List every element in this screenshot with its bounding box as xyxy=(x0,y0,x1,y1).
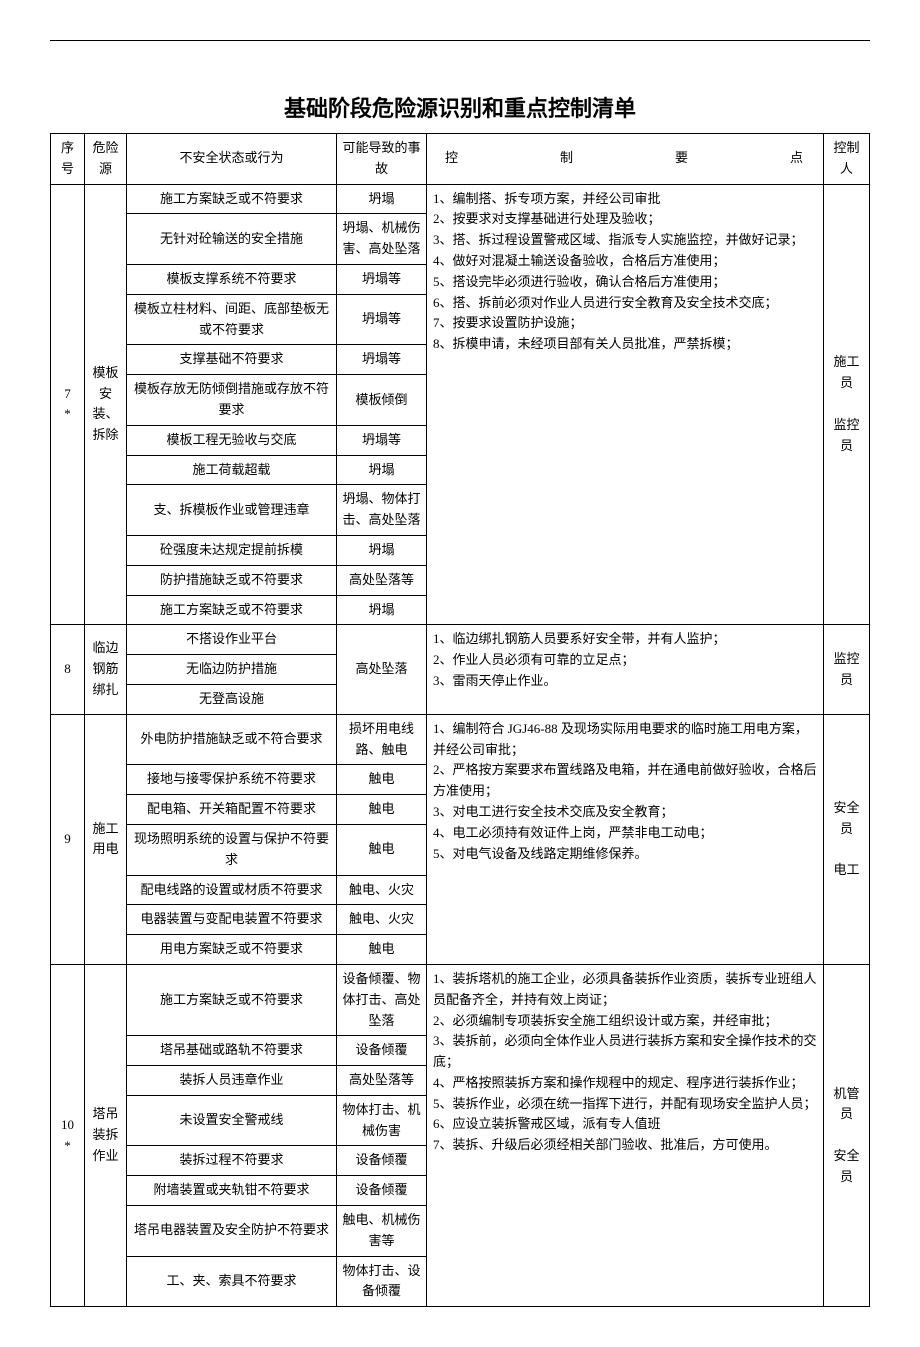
cell-state: 支、拆模板作业或管理违章 xyxy=(127,485,337,536)
table-header-row: 序号 危险源 不安全状态或行为 可能导致的事故 控 制 要 点 控制人 xyxy=(51,134,870,185)
cell-state: 塔吊电器装置及安全防护不符要求 xyxy=(127,1206,337,1257)
cell-state: 模板存放无防倾倒措施或存放不符要求 xyxy=(127,375,337,426)
cell-num: 9 xyxy=(51,714,85,964)
cell-resp: 监控员 xyxy=(824,625,870,714)
cell-state: 模板工程无验收与交底 xyxy=(127,425,337,455)
cell-state: 模板支撑系统不符要求 xyxy=(127,264,337,294)
cell-acc: 高处坠落等 xyxy=(337,1066,427,1096)
th-acc: 可能导致的事故 xyxy=(337,134,427,185)
cell-state: 未设置安全警戒线 xyxy=(127,1095,337,1146)
cell-acc: 坍塌 xyxy=(337,455,427,485)
cell-source: 模板安装、拆除 xyxy=(85,184,127,625)
cell-state: 电器装置与变配电装置不符要求 xyxy=(127,905,337,935)
table-row: 10 * 塔吊装拆作业 施工方案缺乏或不符要求 设备倾覆、物体打击、高处坠落 1… xyxy=(51,964,870,1035)
cell-resp: 施工员 监控员 xyxy=(824,184,870,625)
cell-acc: 触电、机械伤害等 xyxy=(337,1206,427,1257)
cell-state: 施工方案缺乏或不符要求 xyxy=(127,964,337,1035)
cell-state: 不搭设作业平台 xyxy=(127,625,337,655)
cell-state: 附墙装置或夹轨钳不符要求 xyxy=(127,1176,337,1206)
cell-state: 砼强度未达规定提前拆模 xyxy=(127,535,337,565)
cell-acc: 触电、火灾 xyxy=(337,875,427,905)
cell-num: 7 * xyxy=(51,184,85,625)
cell-acc: 坍塌、机械伤害、高处坠落 xyxy=(337,214,427,265)
cell-acc: 触电 xyxy=(337,935,427,965)
page-title: 基础阶段危险源识别和重点控制清单 xyxy=(50,91,870,123)
cell-acc: 坍塌 xyxy=(337,595,427,625)
cell-resp: 机管员 安全员 xyxy=(824,964,870,1306)
cell-acc: 坍塌等 xyxy=(337,345,427,375)
cell-state: 施工方案缺乏或不符要求 xyxy=(127,595,337,625)
cell-state: 用电方案缺乏或不符要求 xyxy=(127,935,337,965)
table-row: 9 施工用电 外电防护措施缺乏或不符合要求 损坏用电线路、触电 1、编制符合 J… xyxy=(51,714,870,765)
cell-acc: 损坏用电线路、触电 xyxy=(337,714,427,765)
cell-num: 10 * xyxy=(51,964,85,1306)
th-src: 危险源 xyxy=(85,134,127,185)
cell-resp: 安全员 电工 xyxy=(824,714,870,964)
cell-state: 防护措施缺乏或不符要求 xyxy=(127,565,337,595)
cell-state: 接地与接零保护系统不符要求 xyxy=(127,765,337,795)
cell-acc: 物体打击、设备倾覆 xyxy=(337,1256,427,1307)
cell-acc: 物体打击、机械伤害 xyxy=(337,1095,427,1146)
cell-acc: 坍塌等 xyxy=(337,294,427,345)
th-resp: 控制人 xyxy=(824,134,870,185)
cell-control: 1、装拆塔机的施工企业，必须具备装拆作业资质，装拆专业班组人员配备齐全，并持有效… xyxy=(427,964,824,1306)
cell-acc: 高处坠落 xyxy=(337,625,427,714)
cell-state: 外电防护措施缺乏或不符合要求 xyxy=(127,714,337,765)
th-num: 序号 xyxy=(51,134,85,185)
cell-acc: 高处坠落等 xyxy=(337,565,427,595)
cell-state: 塔吊基础或路轨不符要求 xyxy=(127,1036,337,1066)
cell-state: 施工荷载超载 xyxy=(127,455,337,485)
cell-state: 无临边防护措施 xyxy=(127,655,337,685)
cell-acc: 模板倾倒 xyxy=(337,375,427,426)
cell-acc: 设备倾覆、物体打击、高处坠落 xyxy=(337,964,427,1035)
cell-source: 塔吊装拆作业 xyxy=(85,964,127,1306)
cell-acc: 坍塌等 xyxy=(337,264,427,294)
cell-source: 施工用电 xyxy=(85,714,127,964)
cell-acc: 触电 xyxy=(337,795,427,825)
table-row: 7 * 模板安装、拆除 施工方案缺乏或不符要求 坍塌 1、编制搭、拆专项方案，并… xyxy=(51,184,870,214)
th-state: 不安全状态或行为 xyxy=(127,134,337,185)
cell-acc: 设备倾覆 xyxy=(337,1036,427,1066)
cell-state: 配电线路的设置或材质不符要求 xyxy=(127,875,337,905)
cell-control: 1、临边绑扎钢筋人员要系好安全带，并有人监护； 2、作业人员必须有可靠的立足点；… xyxy=(427,625,824,714)
cell-acc: 触电、火灾 xyxy=(337,905,427,935)
cell-state: 施工方案缺乏或不符要求 xyxy=(127,184,337,214)
cell-state: 装拆人员违章作业 xyxy=(127,1066,337,1096)
cell-acc: 触电 xyxy=(337,765,427,795)
cell-acc: 设备倾覆 xyxy=(337,1176,427,1206)
cell-state: 装拆过程不符要求 xyxy=(127,1146,337,1176)
cell-acc: 设备倾覆 xyxy=(337,1146,427,1176)
cell-acc: 坍塌 xyxy=(337,535,427,565)
cell-state: 现场照明系统的设置与保护不符要求 xyxy=(127,824,337,875)
cell-acc: 坍塌 xyxy=(337,184,427,214)
table-row: 8 临边钢筋绑扎 不搭设作业平台 高处坠落 1、临边绑扎钢筋人员要系好安全带，并… xyxy=(51,625,870,655)
cell-state: 工、夹、索具不符要求 xyxy=(127,1256,337,1307)
cell-state: 无针对砼输送的安全措施 xyxy=(127,214,337,265)
cell-state: 配电箱、开关箱配置不符要求 xyxy=(127,795,337,825)
cell-acc: 坍塌等 xyxy=(337,425,427,455)
cell-state: 无登高设施 xyxy=(127,684,337,714)
cell-state: 模板立柱材料、间距、底部垫板无或不符要求 xyxy=(127,294,337,345)
cell-control: 1、编制符合 JGJ46-88 及现场实际用电要求的临时施工用电方案，并经公司审… xyxy=(427,714,824,964)
cell-num: 8 xyxy=(51,625,85,714)
th-ctrl: 控 制 要 点 xyxy=(427,134,824,185)
cell-source: 临边钢筋绑扎 xyxy=(85,625,127,714)
hazard-table: 序号 危险源 不安全状态或行为 可能导致的事故 控 制 要 点 控制人 7 * … xyxy=(50,133,870,1307)
cell-acc: 触电 xyxy=(337,824,427,875)
cell-acc: 坍塌、物体打击、高处坠落 xyxy=(337,485,427,536)
page-top-rule xyxy=(50,40,870,41)
cell-state: 支撑基础不符要求 xyxy=(127,345,337,375)
cell-control: 1、编制搭、拆专项方案，并经公司审批 2、按要求对支撑基础进行处理及验收； 3、… xyxy=(427,184,824,625)
